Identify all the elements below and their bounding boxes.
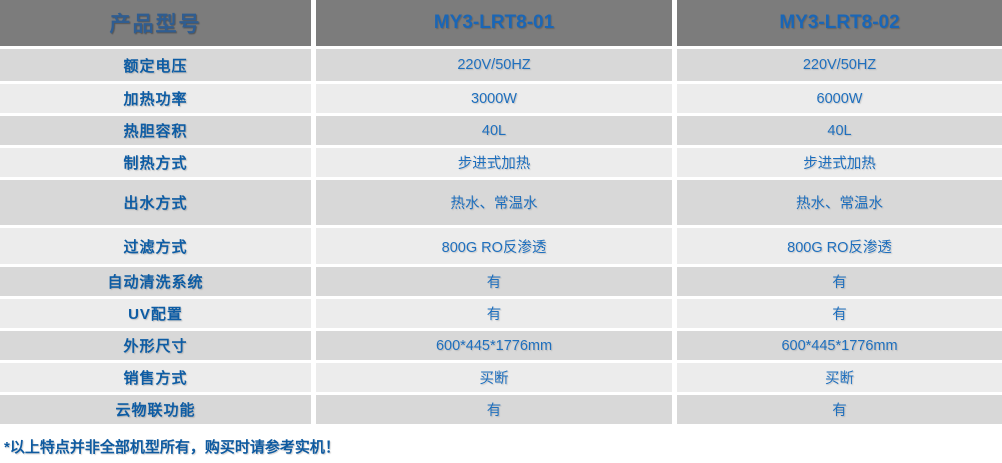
value-cell: 有 [316,299,672,328]
value-cell: 买断 [677,363,1002,392]
value-cell: 220V/50HZ [316,49,672,81]
row-label: 热胆容积 [0,116,311,145]
table-row: 额定电压 220V/50HZ 220V/50HZ [0,49,1002,81]
value-cell: 800G RO反渗透 [316,228,672,264]
footnote: *以上特点并非全部机型所有，购买时请参考实机！ [0,427,1002,463]
table-row: 销售方式 买断 买断 [0,363,1002,392]
value-cell: 600*445*1776mm [677,331,1002,360]
value-cell: 步进式加热 [316,148,672,177]
value-cell: 热水、常温水 [677,180,1002,225]
value-cell: 220V/50HZ [677,49,1002,81]
spec-grid: 产品型号 MY3-LRT8-01 MY3-LRT8-02 额定电压 220V/50… [0,0,1002,424]
value-cell: 40L [316,116,672,145]
row-label: 销售方式 [0,363,311,392]
value-cell: 600*445*1776mm [316,331,672,360]
row-label: 出水方式 [0,180,311,225]
table-row: 云物联功能有有 [0,395,1002,424]
value-cell: 6000W [677,84,1002,113]
row-label: 自动清洗系统 [0,267,311,296]
row-label: UV配置 [0,299,311,328]
table-row: 自动清洗系统有有 [0,267,1002,296]
value-cell: 800G RO反渗透 [677,228,1002,264]
row-label: 额定电压 [0,49,311,81]
row-label: 加热功率 [0,84,311,113]
table-row: 外形尺寸 600*445*1776mm 600*445*1776mm [0,331,1002,360]
value-cell: 40L [677,116,1002,145]
table-row: UV配置有有 [0,299,1002,328]
row-label: 制热方式 [0,148,311,177]
table-row: 制热方式 步进式加热 步进式加热 [0,148,1002,177]
row-label: 外形尺寸 [0,331,311,360]
column-header-model-1: MY3-LRT8-01 [316,0,672,46]
table-row: 热胆容积 40L 40L [0,116,1002,145]
table-row: 出水方式 热水、常温水 热水、常温水 [0,180,1002,225]
value-cell: 有 [677,395,1002,424]
value-cell: 有 [677,267,1002,296]
value-cell: 3000W [316,84,672,113]
column-header-model-2: MY3-LRT8-02 [677,0,1002,46]
row-label: 云物联功能 [0,395,311,424]
table-header-row: 产品型号 MY3-LRT8-01 MY3-LRT8-02 [0,0,1002,46]
table-row: 过滤方式 800G RO反渗透 800G RO反渗透 [0,228,1002,264]
row-label: 过滤方式 [0,228,311,264]
value-cell: 有 [316,267,672,296]
value-cell: 步进式加热 [677,148,1002,177]
value-cell: 热水、常温水 [316,180,672,225]
value-cell: 买断 [316,363,672,392]
value-cell: 有 [316,395,672,424]
column-header-product-model: 产品型号 [0,0,311,46]
value-cell: 有 [677,299,1002,328]
table-row: 加热功率 3000W 6000W [0,84,1002,113]
